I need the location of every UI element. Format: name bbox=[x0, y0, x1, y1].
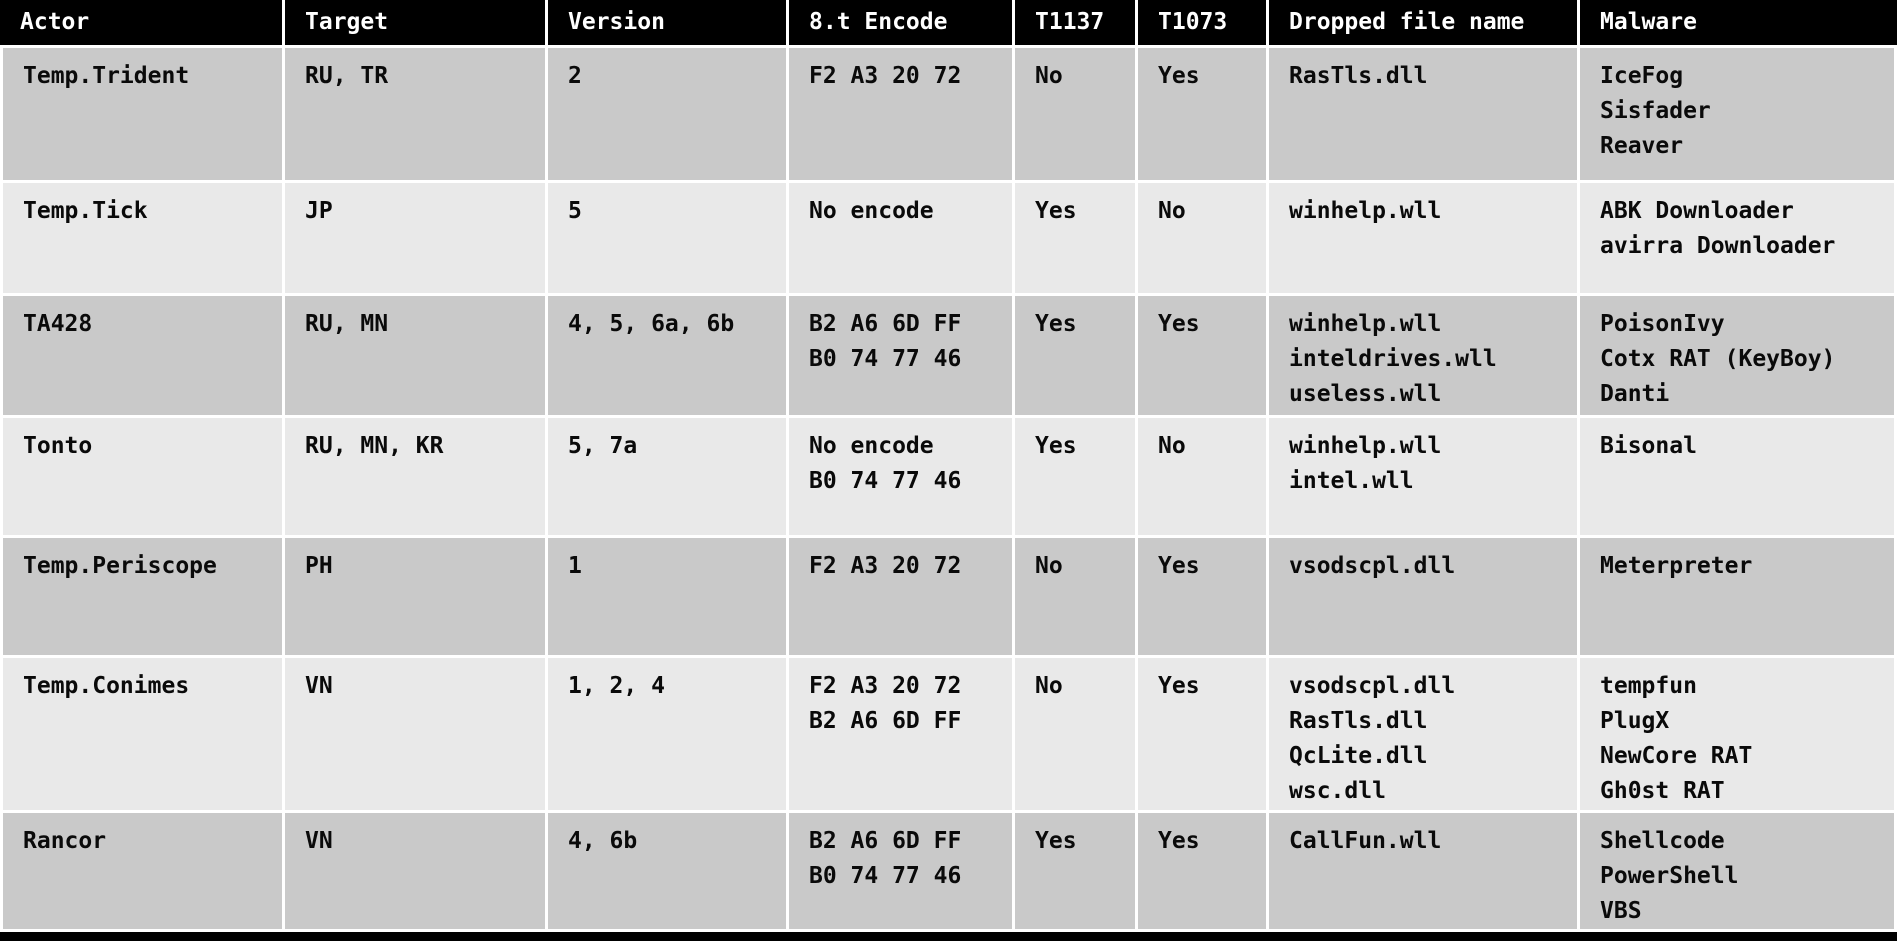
cell-version: 4, 6b bbox=[548, 813, 789, 932]
cell-t1137: No bbox=[1015, 538, 1138, 658]
cell-malware: Bisonal bbox=[1580, 418, 1897, 538]
cell-t1073: Yes bbox=[1138, 48, 1269, 183]
cell-dropped-file: winhelp.wll intel.wll bbox=[1269, 418, 1580, 538]
cell-actor: Rancor bbox=[0, 813, 285, 932]
cell-malware: Meterpreter bbox=[1580, 538, 1897, 658]
cell-encode: No encode B0 74 77 46 bbox=[789, 418, 1015, 538]
cell-encode: F2 A3 20 72 B2 A6 6D FF bbox=[789, 658, 1015, 813]
column-header-8t-encode: 8.t Encode bbox=[789, 0, 1015, 48]
table-row-rancor: Rancor VN 4, 6b B2 A6 6D FF B0 74 77 46 … bbox=[0, 813, 1897, 932]
column-header-version: Version bbox=[548, 0, 789, 48]
table-body: Temp.Trident RU, TR 2 F2 A3 20 72 No Yes… bbox=[0, 48, 1897, 932]
column-header-target: Target bbox=[285, 0, 548, 48]
cell-malware: ABK Downloader avirra Downloader bbox=[1580, 183, 1897, 296]
cell-t1073: No bbox=[1138, 183, 1269, 296]
cell-malware: Shellcode PowerShell VBS bbox=[1580, 813, 1897, 932]
cell-version: 1, 2, 4 bbox=[548, 658, 789, 813]
table-row-temp-trident: Temp.Trident RU, TR 2 F2 A3 20 72 No Yes… bbox=[0, 48, 1897, 183]
table-row-tonto: Tonto RU, MN, KR 5, 7a No encode B0 74 7… bbox=[0, 418, 1897, 538]
cell-target: VN bbox=[285, 658, 548, 813]
cell-malware: tempfun PlugX NewCore RAT Gh0st RAT bbox=[1580, 658, 1897, 813]
cell-target: RU, TR bbox=[285, 48, 548, 183]
cell-t1137: No bbox=[1015, 658, 1138, 813]
table-row-ta428: TA428 RU, MN 4, 5, 6a, 6b B2 A6 6D FF B0… bbox=[0, 296, 1897, 418]
cell-target: PH bbox=[285, 538, 548, 658]
table-row-temp-conimes: Temp.Conimes VN 1, 2, 4 F2 A3 20 72 B2 A… bbox=[0, 658, 1897, 813]
cell-encode: No encode bbox=[789, 183, 1015, 296]
table-row-temp-tick: Temp.Tick JP 5 No encode Yes No winhelp.… bbox=[0, 183, 1897, 296]
cell-t1073: Yes bbox=[1138, 658, 1269, 813]
table-header: Actor Target Version 8.t Encode T1137 T1… bbox=[0, 0, 1897, 48]
column-header-malware: Malware bbox=[1580, 0, 1897, 48]
table-row-temp-periscope: Temp.Periscope PH 1 F2 A3 20 72 No Yes v… bbox=[0, 538, 1897, 658]
column-header-t1073: T1073 bbox=[1138, 0, 1269, 48]
cell-dropped-file: CallFun.wll bbox=[1269, 813, 1580, 932]
cell-t1073: Yes bbox=[1138, 296, 1269, 418]
cell-t1137: Yes bbox=[1015, 296, 1138, 418]
cell-t1137: Yes bbox=[1015, 418, 1138, 538]
table-bottom-border bbox=[0, 932, 1897, 941]
column-header-dropped-file-name: Dropped file name bbox=[1269, 0, 1580, 48]
cell-dropped-file: winhelp.wll inteldrives.wll useless.wll bbox=[1269, 296, 1580, 418]
cell-t1137: Yes bbox=[1015, 183, 1138, 296]
cell-target: RU, MN bbox=[285, 296, 548, 418]
cell-dropped-file: vsodscpl.dll bbox=[1269, 538, 1580, 658]
cell-encode: F2 A3 20 72 bbox=[789, 538, 1015, 658]
cell-encode: B2 A6 6D FF B0 74 77 46 bbox=[789, 813, 1015, 932]
cell-actor: Temp.Tick bbox=[0, 183, 285, 296]
cell-t1137: No bbox=[1015, 48, 1138, 183]
header-row: Actor Target Version 8.t Encode T1137 T1… bbox=[0, 0, 1897, 48]
cell-target: JP bbox=[285, 183, 548, 296]
cell-malware: PoisonIvy Cotx RAT (KeyBoy) Danti bbox=[1580, 296, 1897, 418]
cell-version: 5, 7a bbox=[548, 418, 789, 538]
cell-encode: F2 A3 20 72 bbox=[789, 48, 1015, 183]
cell-t1137: Yes bbox=[1015, 813, 1138, 932]
cell-dropped-file: RasTls.dll bbox=[1269, 48, 1580, 183]
cell-dropped-file: winhelp.wll bbox=[1269, 183, 1580, 296]
cell-actor: Temp.Periscope bbox=[0, 538, 285, 658]
cell-version: 2 bbox=[548, 48, 789, 183]
cell-actor: Temp.Conimes bbox=[0, 658, 285, 813]
cell-actor: TA428 bbox=[0, 296, 285, 418]
cell-malware: IceFog Sisfader Reaver bbox=[1580, 48, 1897, 183]
cell-t1073: Yes bbox=[1138, 538, 1269, 658]
cell-target: VN bbox=[285, 813, 548, 932]
cell-version: 1 bbox=[548, 538, 789, 658]
cell-actor: Tonto bbox=[0, 418, 285, 538]
cell-t1073: Yes bbox=[1138, 813, 1269, 932]
column-header-t1137: T1137 bbox=[1015, 0, 1138, 48]
cell-version: 4, 5, 6a, 6b bbox=[548, 296, 789, 418]
cell-target: RU, MN, KR bbox=[285, 418, 548, 538]
column-header-actor: Actor bbox=[0, 0, 285, 48]
cell-actor: Temp.Trident bbox=[0, 48, 285, 183]
cell-t1073: No bbox=[1138, 418, 1269, 538]
cell-dropped-file: vsodscpl.dll RasTls.dll QcLite.dll wsc.d… bbox=[1269, 658, 1580, 813]
cell-version: 5 bbox=[548, 183, 789, 296]
cell-encode: B2 A6 6D FF B0 74 77 46 bbox=[789, 296, 1015, 418]
